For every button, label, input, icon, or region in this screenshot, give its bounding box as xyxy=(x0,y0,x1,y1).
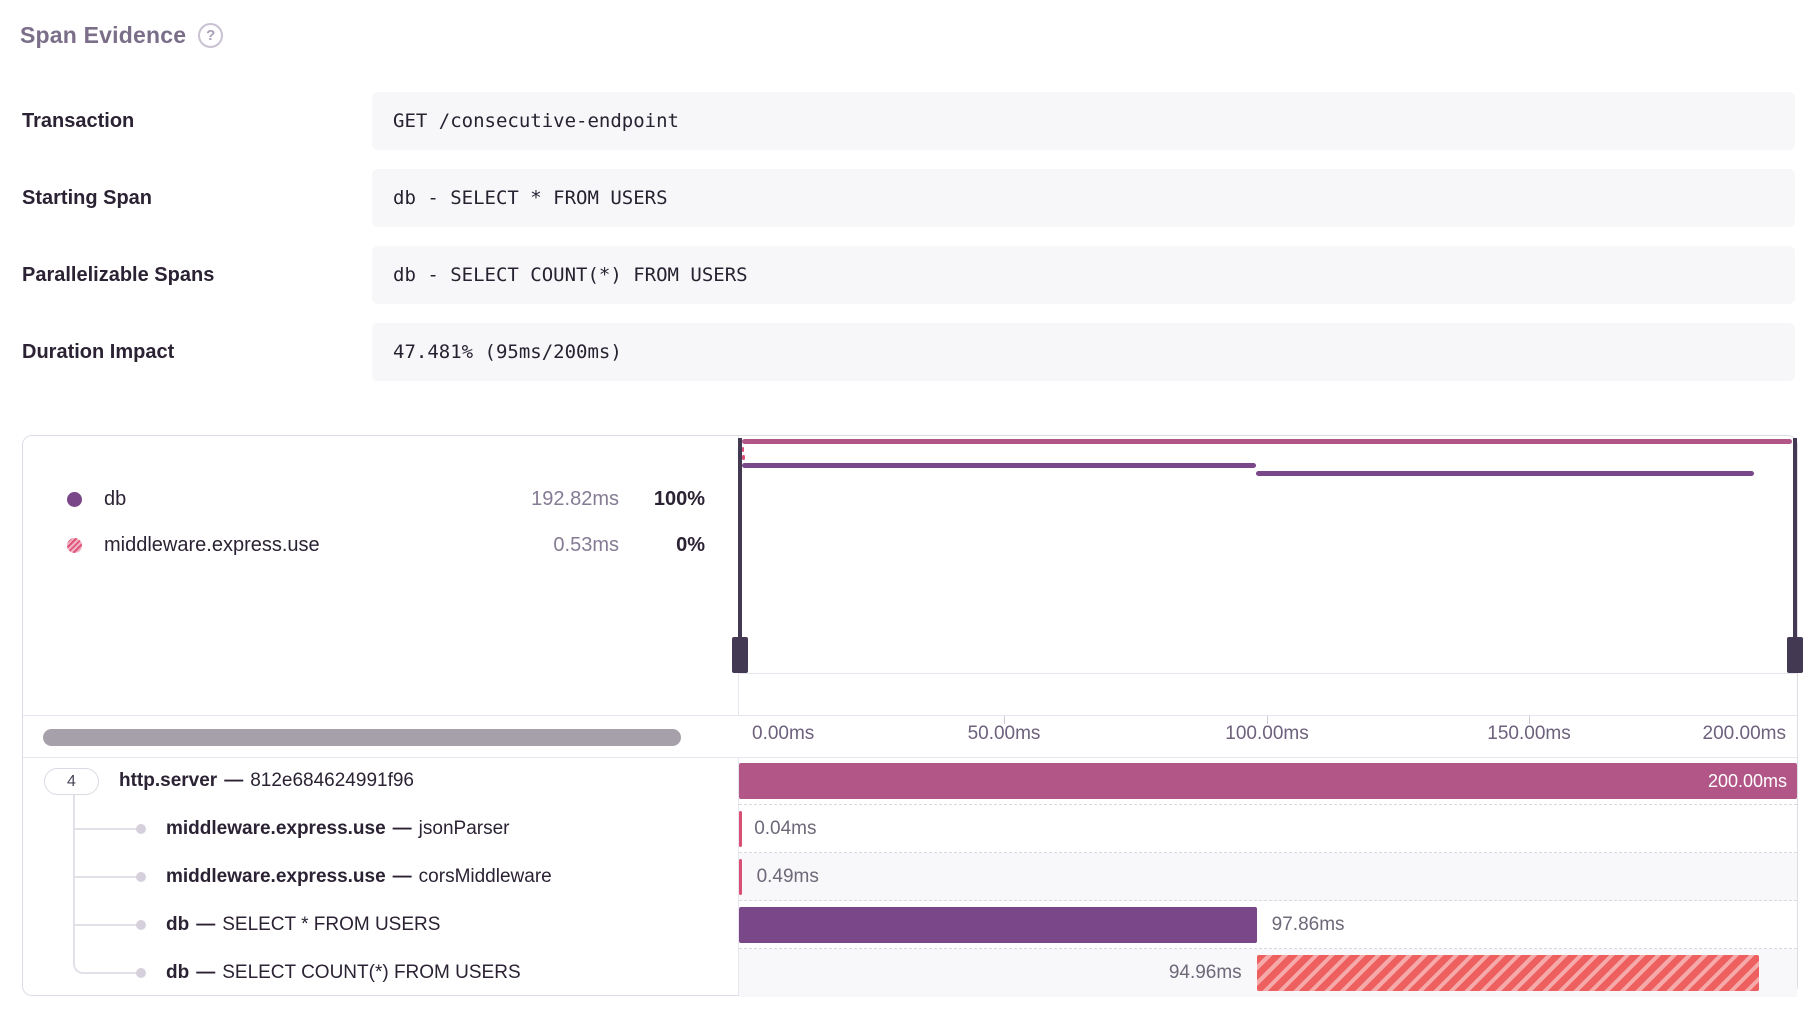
duration-label: 94.96ms xyxy=(1168,962,1242,983)
duration-bar-http-server: 200.00ms xyxy=(739,763,1797,799)
bar-row-db-select: 97.86ms xyxy=(739,901,1797,949)
middleware-color-dot-icon xyxy=(67,537,82,553)
span-description: 812e684624991f96 xyxy=(250,770,414,791)
span-tree: 4 http.server — 812e684624991f96 middlew… xyxy=(23,757,737,997)
legend-duration: 192.82ms xyxy=(531,487,619,510)
trace-minimap xyxy=(732,436,1803,673)
span-op: db xyxy=(166,962,190,983)
duration-bar-db-select xyxy=(739,907,1257,943)
axis-label-0ms: 0.00ms xyxy=(752,723,815,744)
db-color-dot-icon xyxy=(67,491,82,507)
duration-label: 200.00ms xyxy=(1707,771,1787,791)
time-axis: 0.00ms 50.00ms 100.00ms 150.00ms 200.00m… xyxy=(738,716,1797,757)
op-legend: db 192.82ms 100% middleware.express.use … xyxy=(23,476,737,568)
span-description: SELECT * FROM USERS xyxy=(222,914,441,935)
legend-percent: 100% xyxy=(653,487,705,510)
span-row-http-server: 4 http.server — 812e684624991f96 xyxy=(23,757,737,805)
evidence-value: 47.481% (95ms/200ms) xyxy=(372,323,1795,381)
legend-duration: 0.53ms xyxy=(553,533,619,556)
children-count-badge[interactable]: 4 xyxy=(44,768,99,795)
op-description-separator: — xyxy=(196,914,216,935)
minimap-span-db-select xyxy=(742,463,1256,468)
axis-bottom-border xyxy=(23,715,1797,716)
evidence-value: GET /consecutive-endpoint xyxy=(372,92,1795,150)
duration-bar-db-count-blocked xyxy=(1256,955,1759,991)
tree-connector-branch xyxy=(75,924,137,926)
legend-percent: 0% xyxy=(676,533,705,556)
minimap-span-jsonparser xyxy=(742,447,744,452)
minimap-right-handle-line[interactable] xyxy=(1793,438,1797,673)
minimap-left-handle-grip[interactable] xyxy=(732,637,748,673)
axis-label-50ms: 50.00ms xyxy=(967,723,1041,744)
legend-op-name: middleware.express.use xyxy=(104,533,320,556)
duration-bar-jsonparser xyxy=(739,811,742,847)
legend-item-middleware: middleware.express.use 0.53ms 0% xyxy=(23,522,737,568)
minimap-left-handle-line[interactable] xyxy=(738,438,742,673)
span-description: jsonParser xyxy=(418,818,510,839)
axis-tick-150ms xyxy=(1529,716,1530,724)
op-description-separator: — xyxy=(196,962,216,983)
axis-tick-50ms xyxy=(1004,716,1005,724)
tree-connector-vline xyxy=(73,795,75,963)
span-description: corsMiddleware xyxy=(418,866,552,887)
axis-label-100ms: 100.00ms xyxy=(1225,723,1309,744)
page-title: Span Evidence xyxy=(20,22,187,48)
evidence-label: Duration Impact xyxy=(22,340,175,363)
span-waterfall-panel: db 192.82ms 100% middleware.express.use … xyxy=(22,435,1803,997)
axis-label-150ms: 150.00ms xyxy=(1487,723,1571,744)
span-row-db-select: db — SELECT * FROM USERS xyxy=(23,901,737,949)
bar-row-corsmiddleware: 0.49ms xyxy=(739,853,1797,901)
evidence-label: Parallelizable Spans xyxy=(22,263,215,286)
op-description-separator: — xyxy=(392,818,412,839)
duration-label: 0.04ms xyxy=(754,818,817,839)
minimap-right-handle-grip[interactable] xyxy=(1787,637,1803,673)
evidence-label: Transaction xyxy=(22,109,135,132)
span-row-db-count: db — SELECT COUNT(*) FROM USERS xyxy=(23,949,737,997)
minimap-span-db-count xyxy=(1255,471,1755,476)
span-op: db xyxy=(166,914,190,935)
evidence-value: db - SELECT COUNT(*) FROM USERS xyxy=(372,246,1795,304)
bar-row-db-count: 94.96ms xyxy=(739,949,1797,997)
horizontal-scrollbar[interactable] xyxy=(43,729,681,746)
evidence-row-parallelizable-spans: Parallelizable Spans db - SELECT COUNT(*… xyxy=(20,246,1798,304)
bar-row-jsonparser: 0.04ms xyxy=(739,805,1797,853)
duration-label: 97.86ms xyxy=(1271,914,1345,935)
evidence-value: db - SELECT * FROM USERS xyxy=(372,169,1795,227)
axis-top-border xyxy=(738,673,1797,674)
span-row-corsmiddleware: middleware.express.use — corsMiddleware xyxy=(23,853,737,901)
span-op: http.server xyxy=(119,770,218,791)
evidence-row-transaction: Transaction GET /consecutive-endpoint xyxy=(20,92,1798,150)
evidence-row-duration-impact: Duration Impact 47.481% (95ms/200ms) xyxy=(20,323,1798,381)
tree-bullet-icon xyxy=(136,920,146,930)
minimap-span-http-server xyxy=(742,439,1792,444)
header: Span Evidence ? xyxy=(20,22,224,49)
axis-tick-100ms xyxy=(1267,716,1268,724)
legend-op-name: db xyxy=(104,487,127,510)
span-bars: 200.00ms 0.04ms 0.49ms 97.86ms 94.96ms xyxy=(739,757,1797,997)
span-op: middleware.express.use xyxy=(166,866,386,887)
evidence-label: Starting Span xyxy=(22,186,153,209)
tree-connector-branch xyxy=(75,876,137,878)
span-description: SELECT COUNT(*) FROM USERS xyxy=(222,962,521,983)
minimap-span-corsmiddleware xyxy=(742,455,745,460)
tree-connector-branch xyxy=(75,828,137,830)
help-icon[interactable]: ? xyxy=(198,23,224,48)
duration-label: 0.49ms xyxy=(756,866,819,887)
axis-label-200ms: 200.00ms xyxy=(1702,723,1786,744)
scrollbar-row-bottom-border xyxy=(23,757,1797,758)
span-op: middleware.express.use xyxy=(166,818,386,839)
tree-bullet-icon xyxy=(136,968,146,978)
bar-row-http-server: 200.00ms xyxy=(739,757,1797,805)
span-row-jsonparser: middleware.express.use — jsonParser xyxy=(23,805,737,853)
tree-connector-branch-last xyxy=(73,953,137,974)
op-description-separator: — xyxy=(224,770,244,791)
tree-bullet-icon xyxy=(136,824,146,834)
legend-item-db: db 192.82ms 100% xyxy=(23,476,737,522)
evidence-row-starting-span: Starting Span db - SELECT * FROM USERS xyxy=(20,169,1798,227)
minimap-track xyxy=(742,436,1792,673)
duration-bar-corsmiddleware xyxy=(739,859,742,895)
tree-bullet-icon xyxy=(136,872,146,882)
op-description-separator: — xyxy=(392,866,412,887)
